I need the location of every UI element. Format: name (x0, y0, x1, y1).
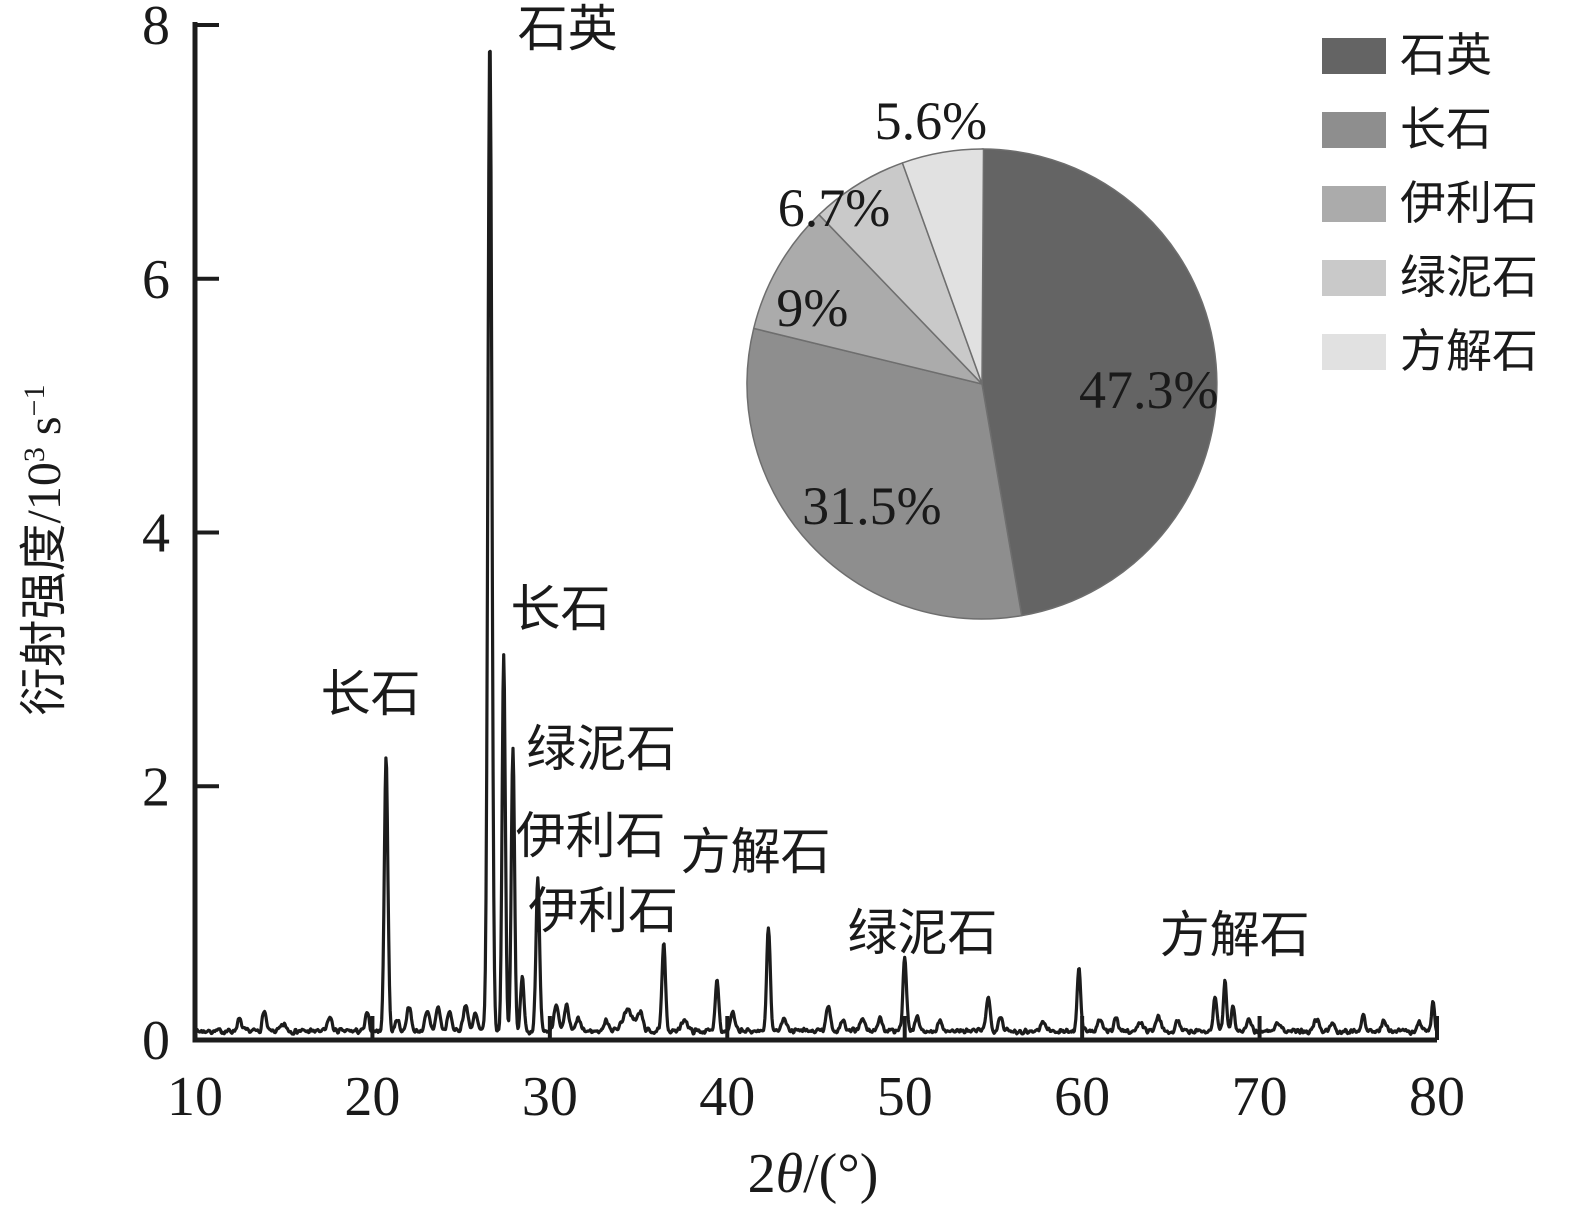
peak-label-4: 绿泥石 (526, 721, 677, 778)
x-tick-label: 30 (522, 1066, 578, 1128)
y-tick-label: 6 (142, 249, 170, 311)
pie-slice-label-伊利石: 9% (776, 278, 849, 339)
peak-label-2: 长石 (510, 580, 611, 637)
peak-label-5: 伊利石 (515, 807, 666, 864)
legend-label-石英: 石英 (1400, 30, 1492, 81)
x-tick-label: 40 (699, 1066, 755, 1128)
mineral-pie-chart (746, 148, 1218, 620)
legend-label-方解石: 方解石 (1400, 326, 1538, 377)
x-tick-label: 70 (1232, 1066, 1288, 1128)
legend-label-绿泥石: 绿泥石 (1400, 252, 1538, 303)
pie-slice-长石 (746, 327, 1023, 620)
x-tick-label: 50 (877, 1066, 933, 1128)
pie-slice-伊利石 (752, 213, 983, 385)
legend-swatch-绿泥石 (1322, 260, 1386, 296)
pie-slice-label-方解石: 5.6% (874, 91, 988, 152)
y-tick-label: 0 (142, 1010, 170, 1072)
pie-slice-石英 (981, 148, 1218, 617)
legend-item-绿泥石: 绿泥石 (1322, 255, 1538, 301)
peak-label-6: 伊利石 (528, 882, 679, 939)
x-tick-label: 80 (1409, 1066, 1465, 1128)
pie-slice-方解石 (901, 148, 985, 385)
peak-label-9: 方解石 (1159, 906, 1310, 963)
pie-slice-label-长石: 31.5% (802, 476, 942, 537)
x-tick-label: 10 (167, 1066, 223, 1128)
xrd-trace (193, 49, 1439, 1036)
y-tick-label: 4 (142, 503, 170, 565)
legend-swatch-石英 (1322, 38, 1386, 74)
legend-label-伊利石: 伊利石 (1400, 178, 1538, 229)
peak-label-1: 石英 (517, 0, 618, 57)
legend-swatch-长石 (1322, 112, 1386, 148)
y-tick-label: 8 (142, 0, 170, 57)
legend-item-伊利石: 伊利石 (1322, 181, 1538, 227)
pie-slice-label-绿泥石: 6.7% (777, 177, 891, 238)
pie-slice-label-石英: 47.3% (1078, 359, 1219, 420)
peak-label-8: 绿泥石 (847, 905, 998, 962)
legend-item-石英: 石英 (1322, 33, 1538, 79)
legend-swatch-方解石 (1322, 334, 1386, 370)
legend-swatch-伊利石 (1322, 186, 1386, 222)
legend-item-方解石: 方解石 (1322, 329, 1538, 375)
y-tick-label: 2 (142, 756, 170, 818)
x-tick-label: 60 (1054, 1066, 1110, 1128)
y-axis-title: 衍射强度/103 s−1 (18, 385, 71, 716)
peak-label-7: 方解石 (680, 824, 831, 881)
x-axis-title: 2θ/(°) (748, 1143, 879, 1205)
legend-label-长石: 长石 (1400, 104, 1492, 155)
x-tick-label: 20 (344, 1066, 400, 1128)
legend-item-长石: 长石 (1322, 107, 1538, 153)
peak-label-3: 长石 (320, 665, 421, 722)
legend: 石英长石伊利石绿泥石方解石 (1322, 33, 1538, 375)
